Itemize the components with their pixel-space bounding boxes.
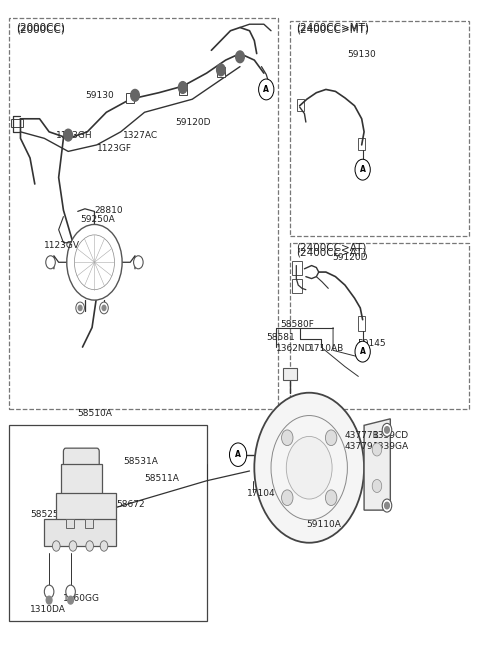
Circle shape [372, 443, 382, 456]
Circle shape [259, 79, 274, 100]
Text: 1360GG: 1360GG [63, 593, 100, 603]
Text: (2400CC>MT): (2400CC>MT) [296, 24, 369, 34]
Bar [56, 493, 116, 520]
Text: A: A [360, 347, 366, 356]
Circle shape [355, 341, 370, 362]
Text: 17104: 17104 [247, 489, 276, 498]
Bar [359, 316, 365, 331]
Circle shape [133, 255, 143, 269]
Circle shape [64, 129, 72, 141]
FancyBboxPatch shape [63, 448, 99, 471]
Circle shape [372, 479, 382, 493]
Circle shape [131, 90, 139, 101]
Text: (2400CC>AT): (2400CC>AT) [296, 243, 367, 253]
Circle shape [325, 430, 337, 445]
Bar [297, 99, 304, 111]
Circle shape [382, 423, 392, 436]
Text: 1339CD: 1339CD [372, 430, 409, 440]
Text: 28810: 28810 [95, 206, 123, 215]
Text: 1123GH: 1123GH [56, 130, 93, 140]
Text: 1710AB: 1710AB [309, 344, 345, 353]
Circle shape [69, 541, 77, 552]
Text: 59110A: 59110A [306, 520, 341, 529]
Text: 58672: 58672 [116, 500, 144, 510]
Text: 1123GF: 1123GF [97, 143, 132, 153]
Text: 58580F: 58580F [281, 320, 314, 329]
Bar [11, 119, 23, 126]
Bar [283, 368, 297, 380]
Text: 59130: 59130 [85, 92, 114, 100]
Circle shape [67, 225, 122, 300]
Text: 59145: 59145 [357, 339, 385, 348]
Circle shape [46, 255, 55, 269]
Circle shape [236, 51, 244, 63]
Circle shape [216, 64, 225, 76]
Circle shape [282, 490, 293, 506]
Text: 1362ND: 1362ND [276, 344, 312, 353]
Text: 1327AC: 1327AC [123, 130, 158, 140]
Circle shape [102, 305, 106, 310]
Bar [179, 84, 187, 95]
Bar [61, 464, 102, 494]
Circle shape [66, 585, 75, 598]
Text: (2000CC): (2000CC) [16, 22, 65, 32]
Text: 58581: 58581 [266, 333, 295, 342]
Text: 1123GV: 1123GV [44, 242, 80, 250]
Text: 58511A: 58511A [144, 474, 180, 483]
Bar [66, 519, 74, 529]
Circle shape [355, 159, 370, 180]
Text: (2000CC): (2000CC) [16, 24, 65, 34]
Circle shape [68, 596, 73, 604]
Bar [126, 93, 134, 103]
Text: 59120D: 59120D [332, 253, 368, 261]
Circle shape [286, 436, 332, 499]
Circle shape [325, 490, 337, 506]
Bar [217, 67, 225, 77]
Text: 1339GA: 1339GA [372, 441, 409, 451]
Bar [292, 261, 302, 275]
Circle shape [254, 393, 364, 543]
Circle shape [100, 541, 108, 552]
Circle shape [52, 541, 60, 552]
Text: A: A [235, 450, 241, 459]
Text: 43777B: 43777B [345, 430, 380, 440]
Text: A: A [360, 165, 366, 174]
Text: 58672: 58672 [63, 500, 92, 510]
Text: (2400CC>MT): (2400CC>MT) [296, 22, 369, 32]
Circle shape [44, 585, 54, 598]
Text: 43779A: 43779A [345, 441, 380, 451]
Circle shape [76, 302, 84, 314]
Text: 58531A: 58531A [123, 457, 158, 466]
Circle shape [282, 430, 293, 445]
Text: (2400CC>AT): (2400CC>AT) [296, 248, 367, 257]
Circle shape [46, 596, 52, 604]
Text: 59250A: 59250A [80, 215, 115, 225]
Text: 58510A: 58510A [77, 409, 112, 418]
Circle shape [271, 415, 348, 520]
Bar [292, 278, 302, 293]
Circle shape [100, 302, 108, 314]
Polygon shape [44, 519, 116, 546]
Circle shape [86, 541, 94, 552]
Circle shape [384, 502, 389, 509]
Bar [359, 138, 365, 150]
Polygon shape [364, 419, 390, 510]
Circle shape [74, 235, 115, 290]
Circle shape [179, 82, 187, 94]
Circle shape [384, 426, 389, 433]
Text: 59130: 59130 [348, 50, 376, 60]
Circle shape [229, 443, 247, 466]
Text: 1310DA: 1310DA [30, 605, 66, 614]
Bar [85, 519, 94, 529]
Text: 58525A: 58525A [30, 510, 65, 519]
Circle shape [83, 246, 107, 278]
Circle shape [78, 305, 82, 310]
Text: 59120D: 59120D [176, 117, 211, 126]
Text: A: A [264, 85, 269, 94]
Circle shape [382, 499, 392, 512]
